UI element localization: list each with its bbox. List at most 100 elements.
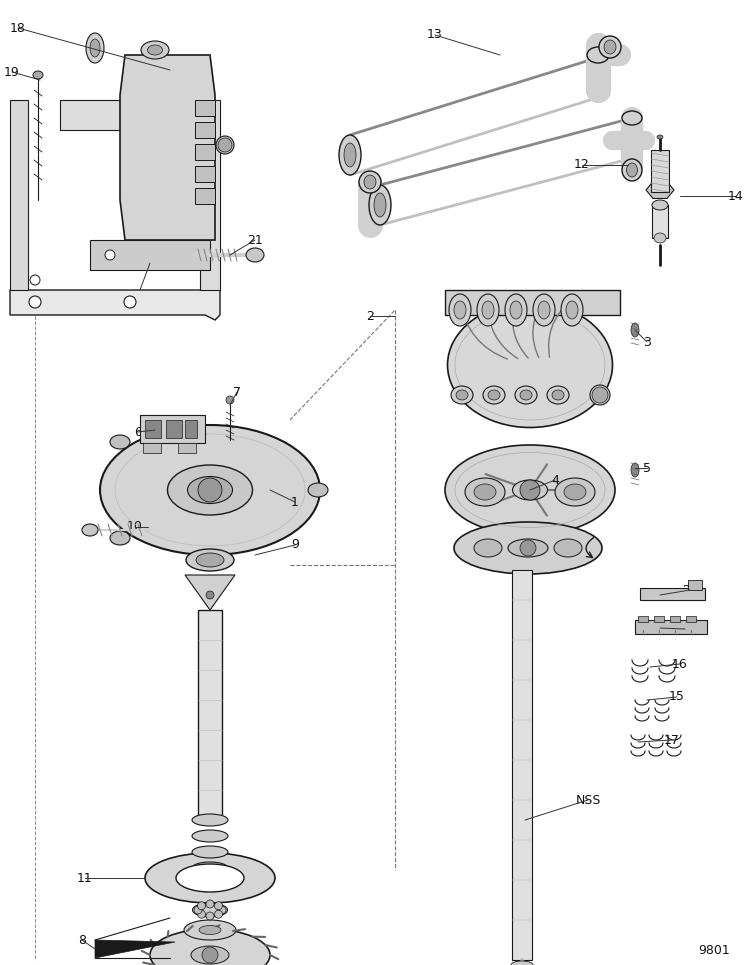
Ellipse shape bbox=[566, 301, 578, 319]
Polygon shape bbox=[10, 100, 28, 290]
Text: 11: 11 bbox=[77, 871, 93, 885]
Ellipse shape bbox=[374, 193, 386, 217]
Text: 18: 18 bbox=[10, 21, 26, 35]
Bar bbox=[512, 570, 532, 960]
Bar bbox=[652, 205, 668, 238]
Circle shape bbox=[520, 480, 540, 500]
Ellipse shape bbox=[631, 463, 639, 477]
Ellipse shape bbox=[192, 814, 228, 826]
Ellipse shape bbox=[192, 862, 228, 874]
Circle shape bbox=[30, 275, 40, 285]
Ellipse shape bbox=[631, 323, 639, 337]
Bar bbox=[651, 150, 669, 192]
Polygon shape bbox=[10, 290, 220, 320]
Circle shape bbox=[202, 947, 218, 963]
Circle shape bbox=[214, 901, 223, 910]
Circle shape bbox=[124, 296, 136, 308]
Bar bbox=[145, 420, 161, 438]
Ellipse shape bbox=[110, 435, 130, 449]
Ellipse shape bbox=[626, 163, 638, 177]
Ellipse shape bbox=[86, 33, 104, 63]
Ellipse shape bbox=[445, 445, 615, 535]
Polygon shape bbox=[195, 122, 215, 138]
Text: 3: 3 bbox=[643, 336, 651, 348]
Bar bbox=[688, 580, 702, 590]
Text: 23: 23 bbox=[677, 622, 693, 636]
Ellipse shape bbox=[511, 961, 533, 965]
Circle shape bbox=[197, 901, 206, 910]
Ellipse shape bbox=[188, 477, 232, 504]
Ellipse shape bbox=[590, 385, 610, 405]
Circle shape bbox=[206, 912, 214, 920]
Ellipse shape bbox=[465, 478, 505, 506]
Ellipse shape bbox=[508, 539, 548, 557]
Circle shape bbox=[29, 296, 41, 308]
Polygon shape bbox=[185, 575, 235, 610]
Ellipse shape bbox=[587, 47, 609, 63]
Ellipse shape bbox=[184, 920, 236, 940]
Circle shape bbox=[198, 478, 222, 502]
Ellipse shape bbox=[657, 135, 663, 139]
Circle shape bbox=[194, 906, 202, 914]
Polygon shape bbox=[95, 940, 175, 958]
Ellipse shape bbox=[192, 846, 228, 858]
Ellipse shape bbox=[33, 71, 43, 79]
Ellipse shape bbox=[308, 483, 328, 497]
Ellipse shape bbox=[186, 549, 234, 571]
Ellipse shape bbox=[454, 522, 602, 574]
Text: 17: 17 bbox=[664, 733, 680, 747]
Text: 5: 5 bbox=[643, 461, 651, 475]
Ellipse shape bbox=[246, 248, 264, 262]
Ellipse shape bbox=[604, 40, 616, 54]
Text: 9: 9 bbox=[291, 538, 299, 552]
Text: 2: 2 bbox=[366, 310, 374, 322]
Ellipse shape bbox=[176, 864, 244, 892]
Ellipse shape bbox=[483, 386, 505, 404]
Polygon shape bbox=[646, 181, 674, 199]
Ellipse shape bbox=[555, 478, 595, 506]
Polygon shape bbox=[120, 55, 215, 240]
Ellipse shape bbox=[448, 302, 613, 427]
Ellipse shape bbox=[339, 135, 361, 175]
Ellipse shape bbox=[344, 143, 356, 167]
Text: 6: 6 bbox=[134, 426, 142, 438]
Ellipse shape bbox=[167, 465, 253, 515]
Circle shape bbox=[218, 906, 226, 914]
Text: NSS: NSS bbox=[575, 793, 601, 807]
Polygon shape bbox=[60, 100, 220, 290]
Text: 1: 1 bbox=[291, 495, 299, 509]
Ellipse shape bbox=[482, 301, 494, 319]
Ellipse shape bbox=[82, 524, 98, 536]
Ellipse shape bbox=[533, 294, 555, 326]
Ellipse shape bbox=[226, 396, 234, 404]
Bar bbox=[143, 443, 161, 453]
Ellipse shape bbox=[216, 136, 234, 154]
Circle shape bbox=[206, 591, 214, 599]
Circle shape bbox=[197, 910, 206, 919]
Ellipse shape bbox=[554, 539, 582, 557]
Text: 21: 21 bbox=[248, 234, 262, 246]
Ellipse shape bbox=[451, 386, 473, 404]
Ellipse shape bbox=[515, 386, 537, 404]
Bar bbox=[670, 616, 680, 622]
Ellipse shape bbox=[456, 390, 468, 400]
Ellipse shape bbox=[474, 539, 502, 557]
Ellipse shape bbox=[547, 386, 569, 404]
Ellipse shape bbox=[196, 553, 224, 567]
Text: 13: 13 bbox=[427, 29, 442, 41]
Bar bbox=[640, 588, 705, 600]
Ellipse shape bbox=[520, 390, 532, 400]
Text: 8: 8 bbox=[78, 933, 86, 947]
Circle shape bbox=[214, 910, 223, 919]
Ellipse shape bbox=[488, 390, 500, 400]
Ellipse shape bbox=[369, 185, 391, 225]
Text: 19: 19 bbox=[4, 66, 20, 78]
Bar bbox=[198, 610, 222, 820]
Circle shape bbox=[206, 900, 214, 908]
Ellipse shape bbox=[510, 301, 522, 319]
Bar bbox=[654, 616, 664, 622]
Ellipse shape bbox=[359, 171, 381, 193]
Ellipse shape bbox=[552, 390, 564, 400]
Circle shape bbox=[520, 540, 536, 556]
Circle shape bbox=[218, 138, 232, 152]
